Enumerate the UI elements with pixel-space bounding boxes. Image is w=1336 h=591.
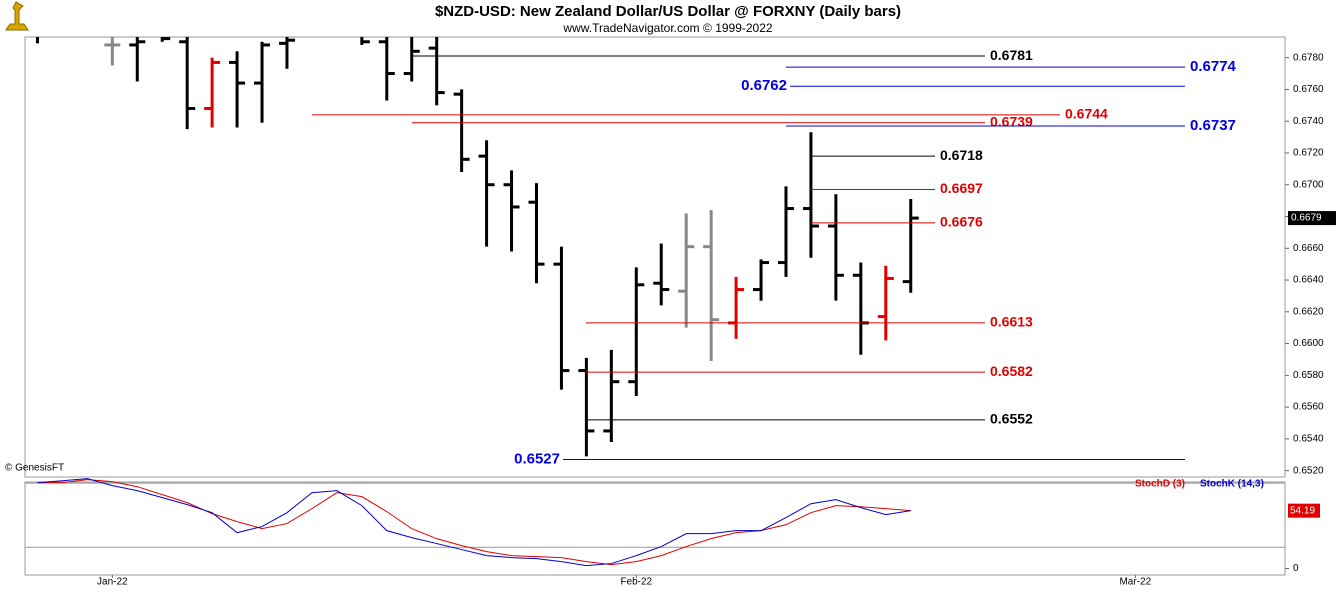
stoch-line: [37, 478, 911, 567]
legend-label: StochD (3): [1135, 479, 1185, 490]
y-tick-label: 0.6560: [1293, 402, 1324, 413]
chart-subtitle: www.TradeNavigator.com © 1999-2022: [562, 21, 772, 35]
level-label: 0.6697: [940, 180, 983, 196]
level-label: 0.6552: [990, 411, 1033, 427]
level-label: 0.6676: [940, 214, 983, 230]
level-label: 0.6527: [514, 450, 560, 467]
x-tick-label: Feb-22: [620, 577, 652, 588]
y-tick-label: 0.6660: [1293, 243, 1324, 254]
level-label: 0.6737: [1190, 117, 1236, 134]
level-label: 0.6582: [990, 363, 1033, 379]
y-tick-label: 0.6640: [1293, 275, 1324, 286]
last-stoch-box: [1288, 503, 1320, 518]
level-label: 0.6718: [940, 147, 983, 163]
last-price-box: [1288, 211, 1336, 226]
copyright: © GenesisFT: [5, 463, 64, 474]
y-tick-label: 0.6740: [1293, 116, 1324, 127]
chart-title: $NZD-USD: New Zealand Dollar/US Dollar @…: [435, 3, 901, 20]
y-tick-label: 0.6700: [1293, 179, 1324, 190]
legend-label: StochK (14,3): [1200, 479, 1264, 490]
level-label: 0.6762: [741, 77, 787, 94]
level-label: 0.6739: [990, 113, 1033, 129]
y-tick-label: 0.6720: [1293, 148, 1324, 159]
y-tick-label: 0: [1293, 563, 1299, 574]
y-tick-label: 0.6540: [1293, 434, 1324, 445]
y-tick-label: 0.6780: [1293, 52, 1324, 63]
level-label: 0.6781: [990, 47, 1033, 63]
level-label: 0.6774: [1190, 58, 1237, 75]
stoch-panel: [24, 481, 1286, 576]
level-label: 0.6613: [990, 314, 1033, 330]
x-tick-label: Mar-22: [1119, 577, 1151, 588]
y-tick-label: 0.6760: [1293, 84, 1324, 95]
y-tick-label: 0.6600: [1293, 338, 1324, 349]
stoch-line: [37, 479, 911, 566]
price-panel: [24, 36, 1286, 478]
y-tick-label: 0.6620: [1293, 306, 1324, 317]
last-price-label: 0.6679: [1291, 213, 1322, 224]
x-tick-label: Jan-22: [97, 577, 128, 588]
level-label: 0.6744: [1065, 106, 1108, 122]
bars: [35, 37, 919, 457]
logo: [5, 1, 29, 31]
y-tick-label: 0.6520: [1293, 465, 1324, 476]
y-tick-label: 0.6580: [1293, 370, 1324, 381]
last-stoch-label: 54.19: [1290, 505, 1315, 516]
